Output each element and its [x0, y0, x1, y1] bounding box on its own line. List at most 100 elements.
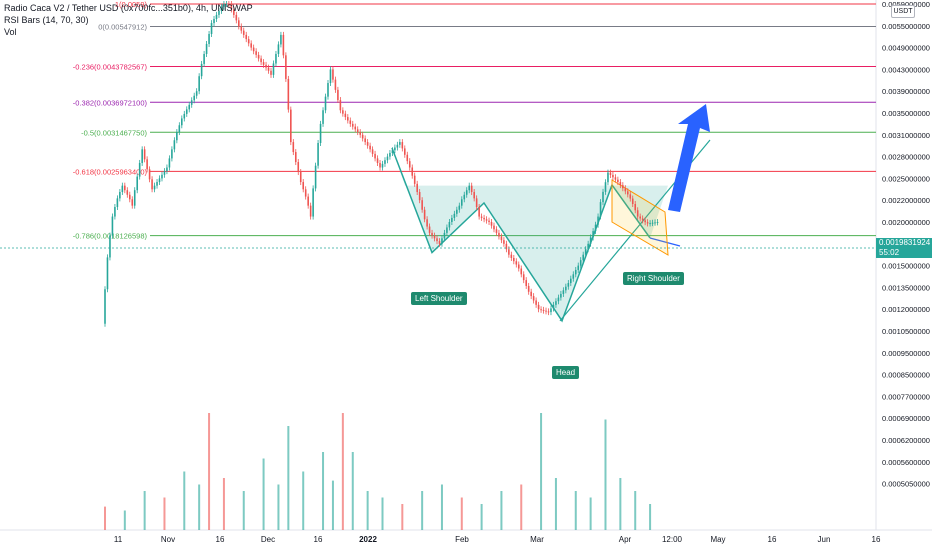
candle-body [138, 162, 141, 177]
y-tick-label: 0.0025000000 [882, 174, 930, 183]
y-tick-label: 0.0006200000 [882, 436, 930, 445]
candle-body [438, 241, 441, 244]
candle-body [366, 142, 369, 146]
candle-body [537, 304, 540, 310]
volume-bar [421, 491, 424, 530]
candle-body [344, 113, 347, 118]
y-tick-label: 0.0005600000 [882, 458, 930, 467]
candle-body [280, 34, 282, 45]
candle-body [599, 202, 602, 217]
candle-body [413, 175, 416, 184]
volume-bar [277, 484, 280, 530]
candle-body [198, 76, 200, 92]
candle-body [513, 257, 515, 262]
candle-body [522, 274, 525, 281]
candle-body [213, 18, 215, 24]
candle-body [297, 162, 300, 173]
currency-badge[interactable]: USDT [891, 5, 915, 18]
candle-body [349, 120, 352, 124]
candle-body [473, 192, 475, 199]
candle-body [307, 196, 309, 206]
candle-body [337, 89, 339, 101]
volume-bar [331, 480, 334, 530]
candle-body [607, 172, 609, 183]
candle-body [443, 232, 446, 239]
candle-body [171, 149, 173, 159]
candle-body [285, 55, 287, 79]
chart-legend: Radio Caca V2 / Tether USD (0x700fc...35… [4, 2, 253, 38]
candle-body [577, 265, 580, 270]
candle-body [374, 153, 376, 159]
x-tick-label: Apr [619, 535, 632, 544]
candle-body [324, 96, 327, 111]
candle-body [463, 194, 466, 200]
candle-body [299, 172, 302, 183]
candle-body [399, 142, 401, 145]
candle-body [401, 142, 404, 149]
candle-body [560, 293, 562, 298]
candle-body [250, 43, 252, 48]
candle-body [128, 194, 131, 200]
candle-body [428, 226, 431, 233]
candle-body [483, 217, 485, 220]
candle-body [292, 142, 295, 153]
candle-body [446, 227, 448, 233]
candle-body [636, 210, 639, 217]
candle-body [478, 207, 480, 217]
candle-body [629, 194, 632, 199]
y-tick-label: 0.0015000000 [882, 262, 930, 271]
candle-body [314, 165, 317, 189]
candle-body [178, 125, 181, 133]
volume-bar [649, 504, 652, 530]
y-tick-label: 0.0035000000 [882, 109, 930, 118]
candle-body [210, 23, 213, 34]
candle-body [646, 222, 649, 224]
candle-body [176, 132, 178, 141]
candle-body [290, 109, 292, 143]
candle-body [188, 104, 191, 110]
fib-level-label: -0.618(0.0025963400) [73, 167, 148, 176]
y-tick-label: 0.0043000000 [882, 65, 930, 74]
volume-bar [574, 491, 577, 530]
candle-body [208, 33, 210, 44]
candle-body [535, 300, 537, 305]
candle-body [451, 217, 453, 222]
candle-body [589, 237, 592, 244]
candle-body [515, 261, 518, 265]
candle-body [153, 185, 156, 190]
candle-body [275, 53, 277, 64]
fib-level-label: 1(0.0059) [115, 0, 148, 9]
candle-body [282, 34, 285, 56]
candle-body [649, 223, 651, 225]
candle-body [339, 100, 342, 111]
candle-body [158, 178, 161, 183]
candle-body [111, 216, 114, 236]
candle-body [550, 308, 552, 313]
candle-body [567, 283, 570, 287]
candle-body [418, 192, 421, 201]
candle-body [426, 219, 428, 227]
candle-body [131, 199, 134, 206]
y-tick-label: 0.0005050000 [882, 480, 930, 489]
candle-body [634, 204, 637, 211]
candle-body [609, 172, 612, 175]
volume-bar [401, 504, 404, 530]
candle-body [270, 70, 272, 75]
candle-body [104, 289, 106, 324]
candle-body [639, 216, 641, 219]
candle-body [622, 185, 624, 189]
volume-bar [123, 510, 126, 530]
candle-body [488, 220, 490, 222]
candle-body [505, 243, 508, 250]
candle-body [143, 149, 146, 160]
candle-body [651, 222, 654, 224]
candle-body [391, 150, 394, 153]
candle-body [235, 14, 238, 21]
candle-body [493, 225, 495, 230]
candle-body [183, 113, 186, 119]
candle-body [453, 213, 456, 218]
last-price-countdown: 55:02 [879, 248, 900, 257]
candle-body [545, 310, 547, 312]
